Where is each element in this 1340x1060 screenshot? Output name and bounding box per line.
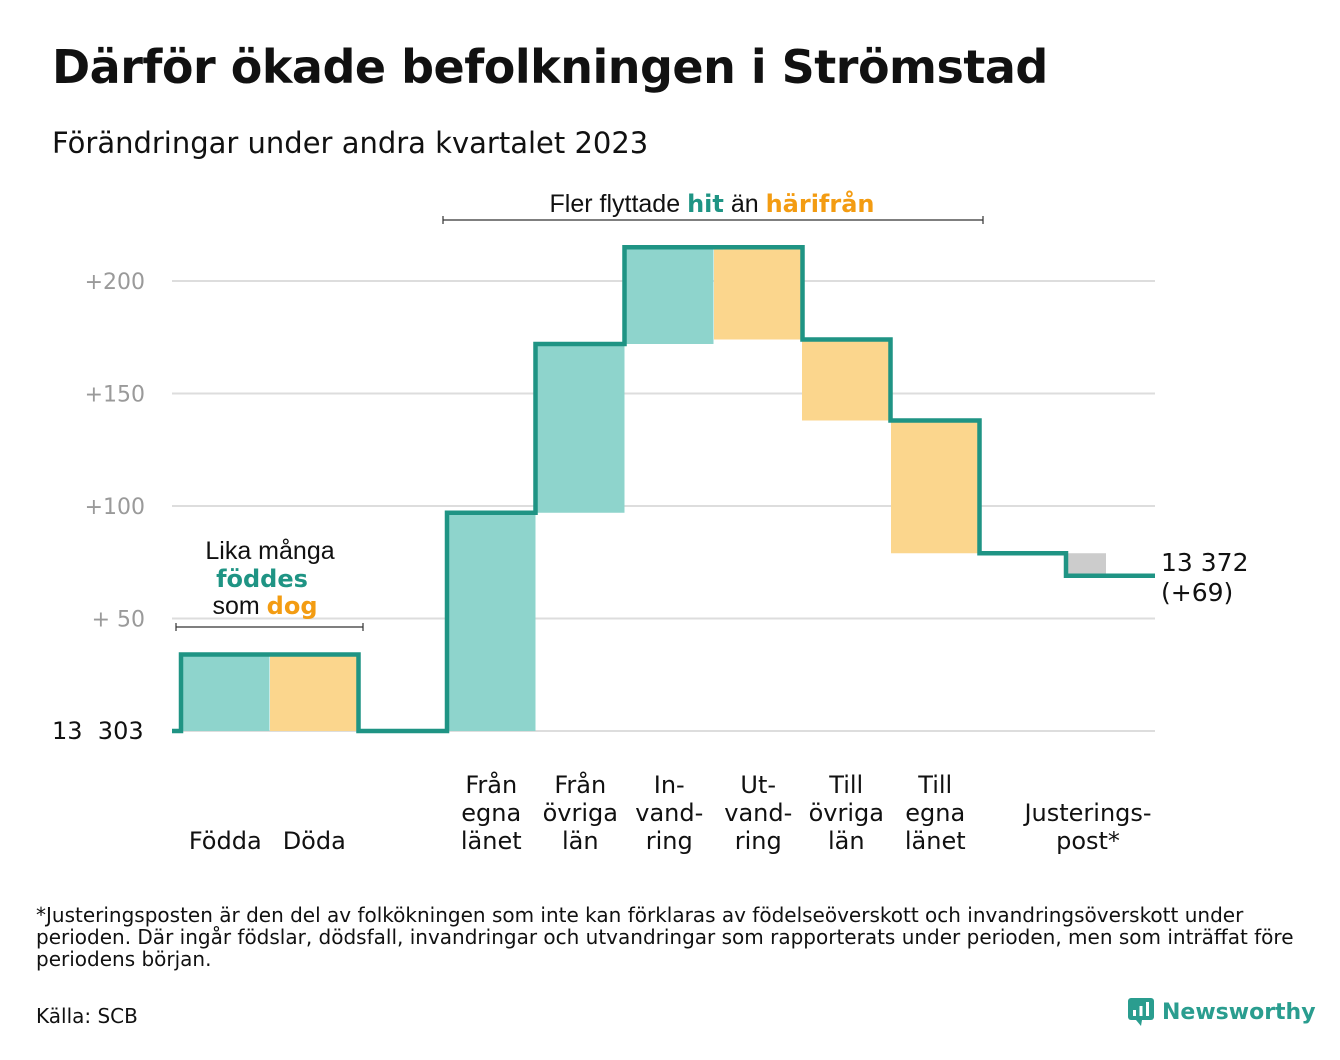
x-label-9: Justerings-post* — [1022, 799, 1151, 855]
x-label-4-line-3: län — [562, 827, 599, 855]
end-value-change: (+69) — [1161, 578, 1233, 607]
bar-9 — [1066, 553, 1106, 576]
migration-here: hit — [687, 190, 724, 218]
x-label-7-line-2: övriga — [809, 799, 884, 827]
x-label-9-line-2: post* — [1056, 827, 1120, 855]
migration-annotation: Fler flyttade hit än härifrån — [442, 189, 984, 224]
x-label-8-line-3: länet — [905, 827, 966, 855]
migration-prefix: Fler flyttade — [550, 190, 688, 218]
baseline-label: 13 303 — [52, 717, 144, 745]
x-label-5: In-vand-ring — [635, 771, 703, 855]
bar-5 — [625, 247, 714, 344]
chart-subtitle: Förändringar under andra kvartalet 2023 — [52, 126, 649, 160]
x-label-9-line-1: Justerings- — [1022, 799, 1151, 827]
x-label-2-line-1: Döda — [283, 827, 346, 855]
chart-title: Därför ökade befolkningen i Strömstad — [52, 40, 1048, 94]
x-label-5-line-1: In- — [654, 771, 685, 799]
waterfall-step-path — [172, 245, 1155, 734]
x-label-3-line-2: egna — [461, 799, 521, 827]
bar-3 — [447, 512, 536, 731]
annotation-line-1: Lika många — [205, 537, 334, 565]
x-label-4-line-1: Från — [554, 770, 606, 799]
x-label-2: Döda — [283, 827, 346, 855]
x-label-6-line-2: vand- — [724, 799, 792, 827]
annotation-died: dog — [267, 592, 318, 620]
y-tick-label-200: +200 — [85, 270, 145, 295]
newsworthy-logo-icon — [1128, 998, 1154, 1026]
x-label-6-line-3: ring — [735, 827, 782, 855]
x-label-6: Ut-vand-ring — [724, 771, 792, 855]
x-label-5-line-3: ring — [646, 827, 693, 855]
bar-8 — [891, 420, 980, 554]
bar-7 — [802, 339, 891, 421]
brand-name: Newsworthy — [1162, 999, 1316, 1025]
migration-text: Fler flyttade hit än härifrån — [550, 189, 875, 218]
brand-logo: Newsworthy — [1128, 998, 1316, 1026]
annotation-born: föddes — [216, 565, 308, 593]
x-label-1-line-1: Födda — [189, 827, 262, 855]
migration-away: härifrån — [766, 189, 875, 218]
x-label-5-line-2: vand- — [635, 799, 703, 827]
migration-bracket — [442, 216, 984, 224]
x-label-4: Från övriga län — [543, 770, 618, 855]
y-tick-label-150: +150 — [85, 383, 145, 408]
births-deaths-bracket — [175, 623, 364, 631]
step-line — [172, 245, 1155, 734]
source: Källa: SCB — [36, 1004, 138, 1028]
end-value-label: 13 372 (+69) — [1161, 548, 1256, 607]
bar-2 — [270, 654, 359, 731]
bar-1 — [181, 654, 270, 731]
bar-6 — [714, 247, 803, 340]
y-tick-label-50: + 50 — [92, 608, 145, 633]
y-tick-labels: + 50 +100 +150 +200 — [85, 270, 145, 633]
bars — [181, 247, 1106, 731]
y-tick-label-100: +100 — [85, 495, 145, 520]
migration-middle: än — [724, 190, 766, 218]
x-label-8-line-2: egna — [905, 799, 965, 827]
x-label-3-line-1: Från — [465, 770, 517, 799]
x-label-6-line-1: Ut- — [740, 771, 776, 799]
x-label-3: Från egna länet — [461, 770, 522, 855]
bar-4 — [536, 344, 625, 513]
x-label-7: Till övriga län — [809, 771, 884, 855]
births-deaths-annotation: Lika många föddes som dog — [175, 537, 364, 631]
annotation-som: som — [212, 592, 266, 620]
x-label-4-line-2: övriga — [543, 799, 618, 827]
x-label-8-line-1: Till — [917, 771, 952, 799]
footnote: *Justeringsposten är den del av folkökni… — [36, 903, 1294, 971]
x-label-8: Till egna länet — [905, 771, 966, 855]
x-label-7-line-3: län — [828, 827, 865, 855]
x-label-7-line-1: Till — [828, 771, 863, 799]
x-label-3-line-3: länet — [461, 827, 522, 855]
end-value-total: 13 372 — [1161, 548, 1248, 577]
x-label-1: Födda — [189, 827, 262, 855]
annotation-line-3: som dog — [212, 592, 317, 620]
